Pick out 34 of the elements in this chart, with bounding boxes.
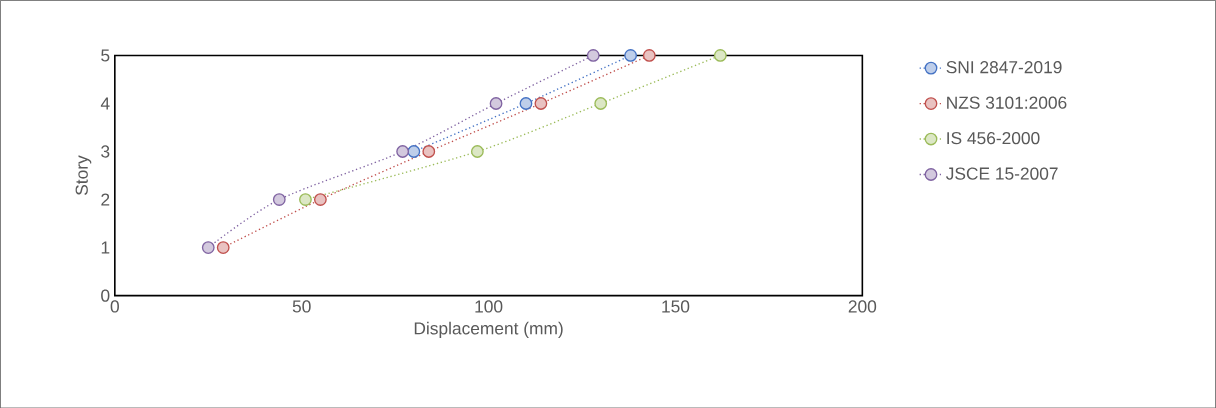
point	[624, 48, 638, 62]
point	[489, 96, 503, 110]
point	[594, 96, 608, 110]
y-tick-label: 3	[101, 145, 110, 158]
point	[586, 48, 600, 62]
legend-label: SNI 2847-2019	[946, 60, 1062, 74]
point	[396, 144, 410, 158]
legend-label: JSCE 15-2007	[946, 167, 1058, 180]
y-tick-label: 1	[101, 241, 110, 254]
x-tick-label: 0	[110, 300, 119, 313]
point	[642, 48, 656, 62]
x-tick-label: 50	[292, 300, 311, 313]
x-tick-label: 100	[475, 300, 503, 313]
point	[299, 192, 312, 206]
y-axis-title: Story	[75, 155, 92, 195]
y-tick-label: 0	[101, 289, 110, 302]
x-tick-label: 150	[662, 300, 690, 313]
point	[534, 96, 548, 110]
point	[713, 48, 727, 62]
legend-label: NZS 3101:2006	[947, 96, 1067, 109]
y-tick-label: 5	[101, 49, 110, 62]
point	[216, 240, 230, 254]
y-tick-label: 2	[101, 193, 110, 206]
y-tick-label: 4	[100, 97, 110, 110]
point	[519, 96, 533, 110]
x-axis-title: Displacement (mm)	[414, 321, 563, 338]
point	[422, 144, 436, 158]
point	[407, 144, 421, 158]
point	[272, 192, 286, 206]
point	[201, 240, 215, 254]
point	[470, 144, 484, 158]
x-tick-label: 200	[848, 300, 877, 313]
legend-label: IS 456-2000	[947, 131, 1040, 145]
point	[313, 192, 327, 206]
